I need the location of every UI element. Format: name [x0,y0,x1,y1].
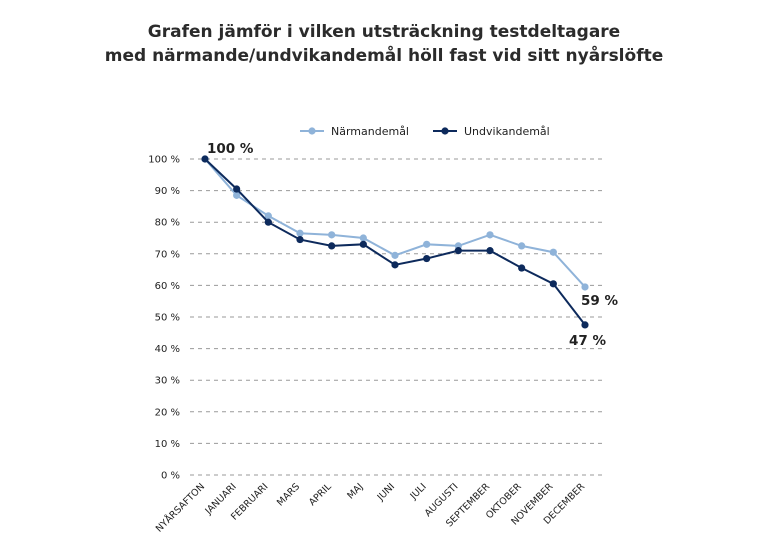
y-tick-label: 50 % [155,313,180,324]
x-tick-label: APRIL [307,481,334,508]
data-point [233,191,241,199]
data-point [518,264,526,272]
data-point [549,248,557,256]
data-point [549,280,557,288]
x-tick-label: JULI [408,481,429,502]
legend-marker [441,127,449,135]
chart-title: Grafen jämför i vilken utsträckning test… [0,20,768,68]
data-label: 59 % [581,293,618,309]
x-tick-label: NYÅRSAFTON [153,481,207,535]
y-tick-label: 60 % [155,281,180,292]
series-group [201,155,589,329]
y-tick-label: 30 % [155,376,180,387]
data-point [328,242,336,250]
data-point [391,251,399,259]
annotations: 100 % 59 % 47 % [207,141,618,349]
data-point [423,254,431,263]
data-point [518,242,526,250]
grid-lines [190,158,602,476]
data-point [359,240,367,248]
data-point [581,321,589,329]
x-tick-label: JUNI [375,481,397,503]
chart-title-line-1: Grafen jämför i vilken utsträckning test… [147,22,621,42]
data-point [296,229,304,237]
data-point [233,185,241,193]
legend-label: Undvikandemål [464,125,550,138]
y-tick-label: 90 % [155,186,180,197]
y-tick-label: 20 % [155,407,180,418]
data-point [423,240,431,248]
legend-marker [308,127,316,135]
data-point [454,247,462,255]
y-tick-label: 40 % [155,344,180,355]
data-point [264,218,272,226]
data-point [486,231,494,239]
legend: Närmandemål Undvikandemål [300,125,550,138]
data-point [359,234,367,242]
data-point [581,283,589,291]
y-tick-label: 0 % [161,471,180,482]
data-point [486,247,494,255]
data-label: 47 % [569,333,606,349]
data-point [328,231,336,239]
chart-title-line-2: med närmande/undvikandemål höll fast vid… [104,46,664,66]
data-point [391,261,399,269]
y-tick-label: 70 % [155,249,180,260]
data-point [201,155,209,163]
y-tick-label: 100 % [148,155,180,166]
x-tick-label: MAJ [345,481,365,501]
y-axis-ticks: 0 % 10 % 20 % 30 % 40 % 50 % 60 % 70 % 80 % 90 % 1… [148,155,180,482]
data-label: 100 % [207,141,254,157]
series-line-undvikandemal [204,158,586,326]
y-tick-label: 10 % [155,439,180,450]
y-tick-label: 80 % [155,218,180,229]
legend-label: Närmandemål [331,125,409,138]
data-point [264,212,272,220]
data-point [296,235,304,244]
x-tick-label: MARS [275,481,302,508]
